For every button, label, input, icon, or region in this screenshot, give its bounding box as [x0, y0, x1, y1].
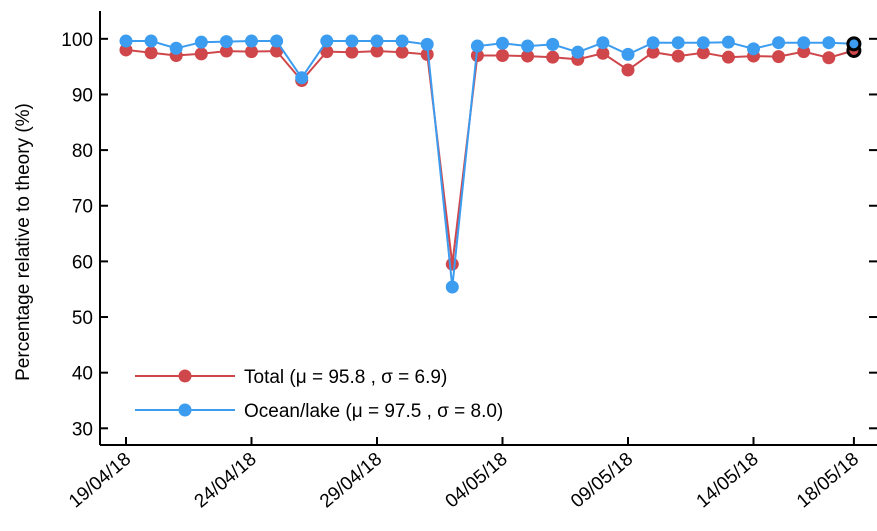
x-tick-label: 19/04/18	[65, 449, 135, 513]
data-point	[420, 37, 434, 51]
y-axis-label: Percentage relative to theory (%)	[13, 103, 34, 381]
data-point	[747, 42, 760, 56]
series-line-0	[125, 48, 855, 265]
data-point	[370, 34, 384, 48]
data-point	[797, 36, 811, 50]
legend-swatch-marker	[178, 369, 192, 383]
data-point	[646, 36, 660, 50]
data-point	[671, 36, 685, 50]
y-tick-label: 50	[72, 308, 93, 329]
series-line-1	[126, 40, 854, 288]
data-point	[420, 47, 434, 61]
y-tick-label: 30	[72, 419, 93, 440]
data-point	[646, 45, 660, 59]
highlighted-point	[846, 36, 862, 52]
data-point	[721, 35, 735, 49]
data-point	[219, 44, 233, 58]
y-tick-label: 70	[72, 197, 93, 218]
data-point	[345, 45, 359, 59]
x-tick-label: 24/04/18	[191, 449, 261, 513]
data-point	[245, 34, 258, 48]
data-point	[395, 45, 409, 59]
data-point	[445, 257, 459, 271]
data-point	[370, 44, 384, 58]
x-tick-label: 04/05/18	[442, 449, 512, 513]
x-tick-label: 14/05/18	[693, 449, 763, 513]
data-point	[797, 45, 811, 59]
data-point	[119, 43, 133, 57]
data-point	[596, 46, 610, 60]
data-point	[822, 51, 836, 65]
data-point	[345, 34, 359, 48]
data-point	[671, 49, 685, 63]
data-point	[822, 36, 836, 50]
data-point	[621, 63, 635, 77]
x-tick-label: 09/05/18	[567, 449, 637, 513]
legend-entry: Ocean/lake (μ = 97.5 , σ = 8.0)	[244, 401, 503, 422]
data-point	[270, 44, 284, 58]
legend-entry: Total (μ = 95.8 , σ = 6.9)	[244, 367, 447, 388]
data-point	[470, 39, 484, 53]
data-point	[696, 46, 710, 60]
data-point	[772, 36, 786, 50]
data-point	[772, 50, 786, 64]
y-tick-label: 90	[72, 85, 93, 106]
y-tick-label: 100	[61, 30, 93, 51]
data-point	[320, 34, 334, 48]
plot-area: 30 40 50 60 70 80 90 100 19/04/18 24/04/18 29/04/1…	[61, 11, 877, 512]
data-point	[445, 280, 459, 294]
data-point	[194, 35, 208, 49]
data-point	[721, 50, 735, 64]
y-tick-label: 60	[72, 252, 93, 273]
x-tick-label: 29/04/18	[316, 449, 386, 513]
x-tick-label: 18/05/18	[793, 449, 863, 513]
data-point	[496, 49, 509, 63]
data-point	[295, 71, 309, 85]
data-point	[621, 47, 635, 61]
data-point	[144, 34, 158, 48]
data-point	[571, 45, 585, 59]
data-point	[119, 34, 133, 48]
data-point	[546, 37, 560, 51]
data-point	[521, 49, 535, 63]
data-point	[546, 50, 560, 64]
data-point	[596, 36, 610, 50]
data-point	[194, 47, 208, 61]
data-point	[169, 41, 183, 55]
data-point	[270, 34, 284, 48]
data-point	[521, 39, 535, 53]
data-point	[245, 45, 258, 59]
y-tick-label: 80	[72, 141, 93, 162]
data-point	[320, 45, 334, 59]
data-point	[219, 35, 233, 49]
data-point	[395, 34, 409, 48]
data-point	[144, 46, 158, 60]
legend-swatch-marker	[178, 403, 192, 417]
data-point	[696, 36, 710, 50]
data-point	[496, 36, 509, 50]
y-tick-label: 40	[72, 364, 93, 385]
